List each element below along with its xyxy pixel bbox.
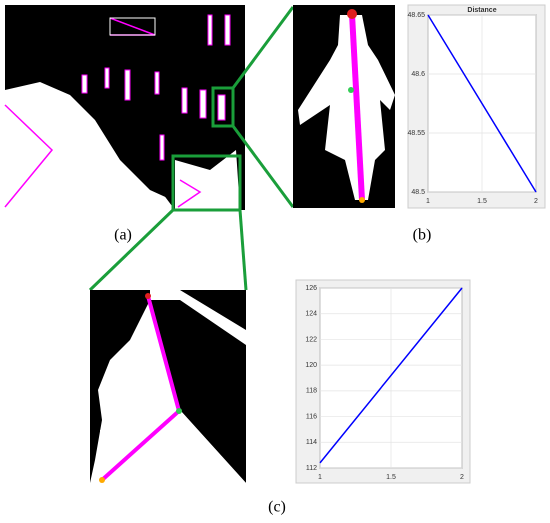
x-tick-label: 1 [426,198,430,205]
y-tick-label: 48.65 [407,12,425,19]
data-line [427,14,537,193]
x-tick-label: 1.5 [477,198,487,205]
image-a [4,5,245,212]
chart-title: Distance [467,7,496,14]
y-tick-label: 126 [305,285,317,292]
panel-label: (c) [268,499,286,516]
x-tick-label: 1 [318,474,322,481]
y-tick-label: 48.55 [407,130,425,137]
data-line [319,287,463,464]
image-c [90,290,246,483]
y-tick-label: 116 [306,413,317,420]
zoom-line [238,209,248,291]
y-tick-label: 124 [305,311,317,318]
y-tick-label: 48.5 [411,189,425,196]
x-tick-label: 2 [534,198,538,205]
zoom-line [88,208,175,292]
zoom-line [231,125,295,208]
image-b [293,5,395,208]
y-tick-label: 120 [305,362,317,369]
x-tick-label: 1.5 [386,474,396,481]
y-tick-label: 118 [306,388,317,395]
panel-label: (b) [413,227,432,244]
y-tick-label: 112 [306,465,317,472]
y-tick-label: 48.6 [411,71,425,78]
x-tick-label: 2 [460,474,464,481]
zoom-line [231,6,295,89]
panel-label: (a) [114,227,132,244]
y-tick-label: 114 [306,439,317,446]
y-tick-label: 122 [305,336,317,343]
